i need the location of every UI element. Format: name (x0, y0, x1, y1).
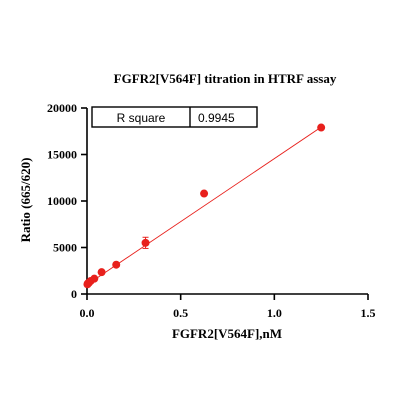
chart-title: FGFR2[V564F] titration in HTRF assay (114, 71, 337, 86)
y-tick-label: 15000 (47, 148, 77, 162)
fit-line (86, 126, 322, 286)
data-point (317, 123, 326, 132)
y-axis-label: Ratio (665/620) (18, 158, 33, 243)
x-tick-label: 0.0 (80, 306, 95, 320)
x-axis-label: FGFR2[V564F],nM (172, 326, 282, 341)
data-point (97, 268, 106, 277)
axes: 0.0 0.5 1.0 1.5 0 5000 10000 15000 20000 (47, 101, 376, 320)
y-tick-label: 10000 (47, 194, 77, 208)
data-point (200, 189, 209, 198)
stats-table: R square 0.9945 (91, 106, 258, 128)
y-tick-label: 0 (71, 287, 77, 301)
stats-table-label: R square (117, 111, 166, 125)
stats-table-value: 0.9945 (198, 111, 235, 125)
data-point (112, 260, 121, 269)
fit-layer (86, 126, 322, 286)
data-point (90, 274, 99, 283)
y-tick-label: 20000 (47, 101, 77, 115)
y-tick-label: 5000 (53, 241, 77, 255)
stats-table-border (91, 106, 258, 128)
points-layer (83, 123, 326, 289)
x-tick-label: 1.5 (361, 306, 376, 320)
x-tick-label: 1.0 (267, 306, 282, 320)
x-tick-label: 0.5 (173, 306, 188, 320)
data-point (141, 238, 150, 247)
